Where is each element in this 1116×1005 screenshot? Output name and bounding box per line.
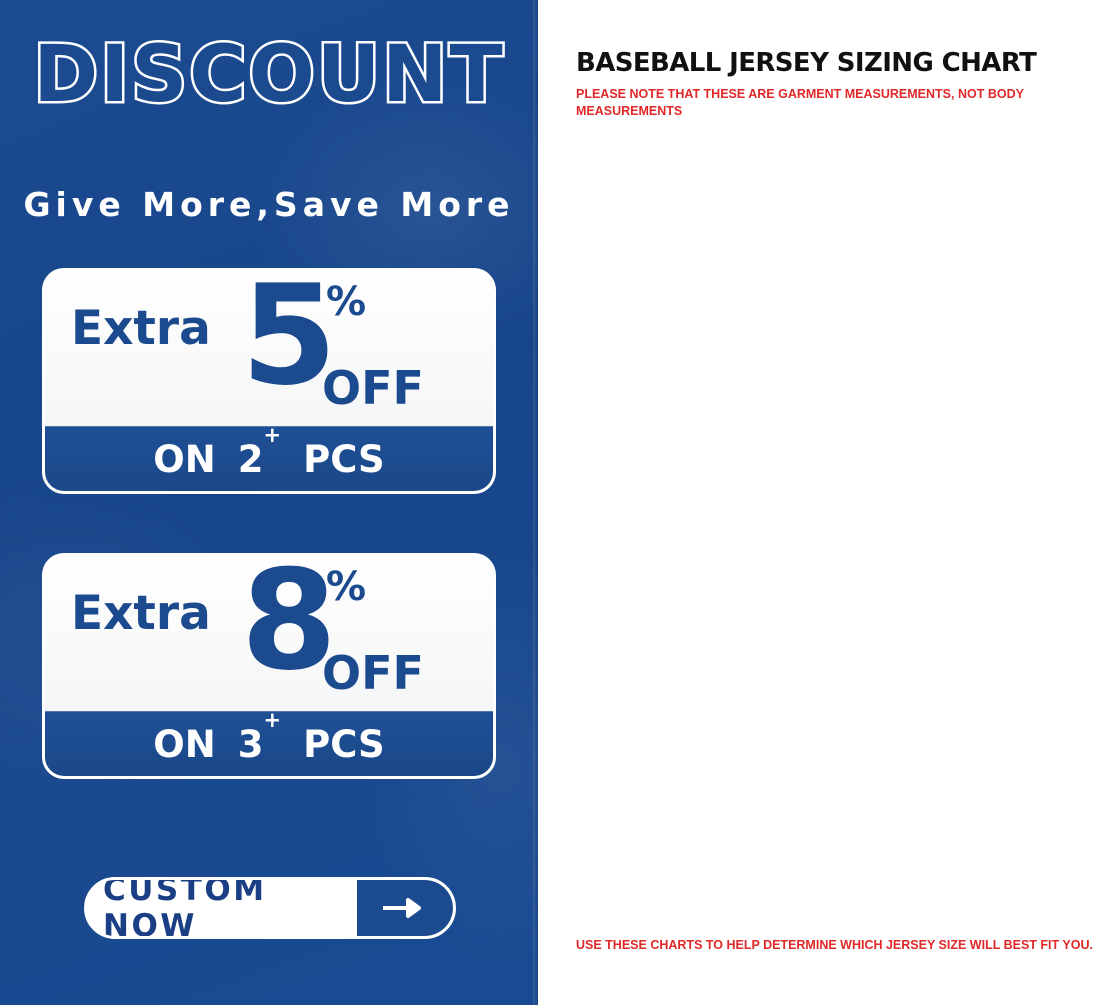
pcs-label: PCS [303, 722, 385, 766]
on-label: ON [153, 722, 216, 766]
discount-card-5-percent[interactable]: Extra 5 % OFF ON 2+ PCS [42, 268, 496, 494]
off-label: OFF [322, 361, 424, 415]
extra-label: Extra [71, 586, 211, 641]
off-label: OFF [322, 646, 424, 700]
on-label: ON [153, 437, 216, 481]
promo-subtitle: Give More,Save More [23, 185, 515, 224]
chart-title: BASEBALL JERSEY SIZING CHART [576, 48, 1037, 78]
chart-note: PLEASE NOTE THAT THESE ARE GARMENT MEASU… [576, 87, 1024, 118]
extra-label: Extra [71, 301, 211, 356]
discount-card-footer: ON 3+ PCS [45, 708, 493, 776]
percent-symbol: % [326, 279, 367, 325]
page-title: DISCOUNT [31, 30, 505, 120]
quantity-threshold: 2+ [237, 423, 282, 481]
quantity-threshold: 3+ [237, 708, 282, 766]
discount-percent-number: 5 [241, 268, 338, 416]
sizing-chart-panel: BASEBALL JERSEY SIZING CHART PLEASE NOTE… [538, 0, 1116, 1005]
discount-card-8-percent[interactable]: Extra 8 % OFF ON 3+ PCS [42, 553, 496, 779]
chart-footnote: USE THESE CHARTS TO HELP DETERMINE WHICH… [576, 938, 1093, 952]
discount-card-body: Extra 8 % OFF [45, 556, 493, 711]
discount-percent-number: 8 [241, 553, 338, 701]
custom-now-label: CUSTOM NOW [103, 877, 267, 939]
discount-card-footer: ON 2+ PCS [45, 423, 493, 491]
percent-symbol: % [326, 564, 367, 610]
arrow-right-icon[interactable] [357, 880, 453, 936]
custom-now-button[interactable]: CUSTOM NOW [84, 877, 456, 939]
promo-panel: DISCOUNT Give More,Save More Extra 5 % O… [0, 0, 538, 1005]
pcs-label: PCS [303, 437, 385, 481]
discount-card-body: Extra 5 % OFF [45, 271, 493, 426]
